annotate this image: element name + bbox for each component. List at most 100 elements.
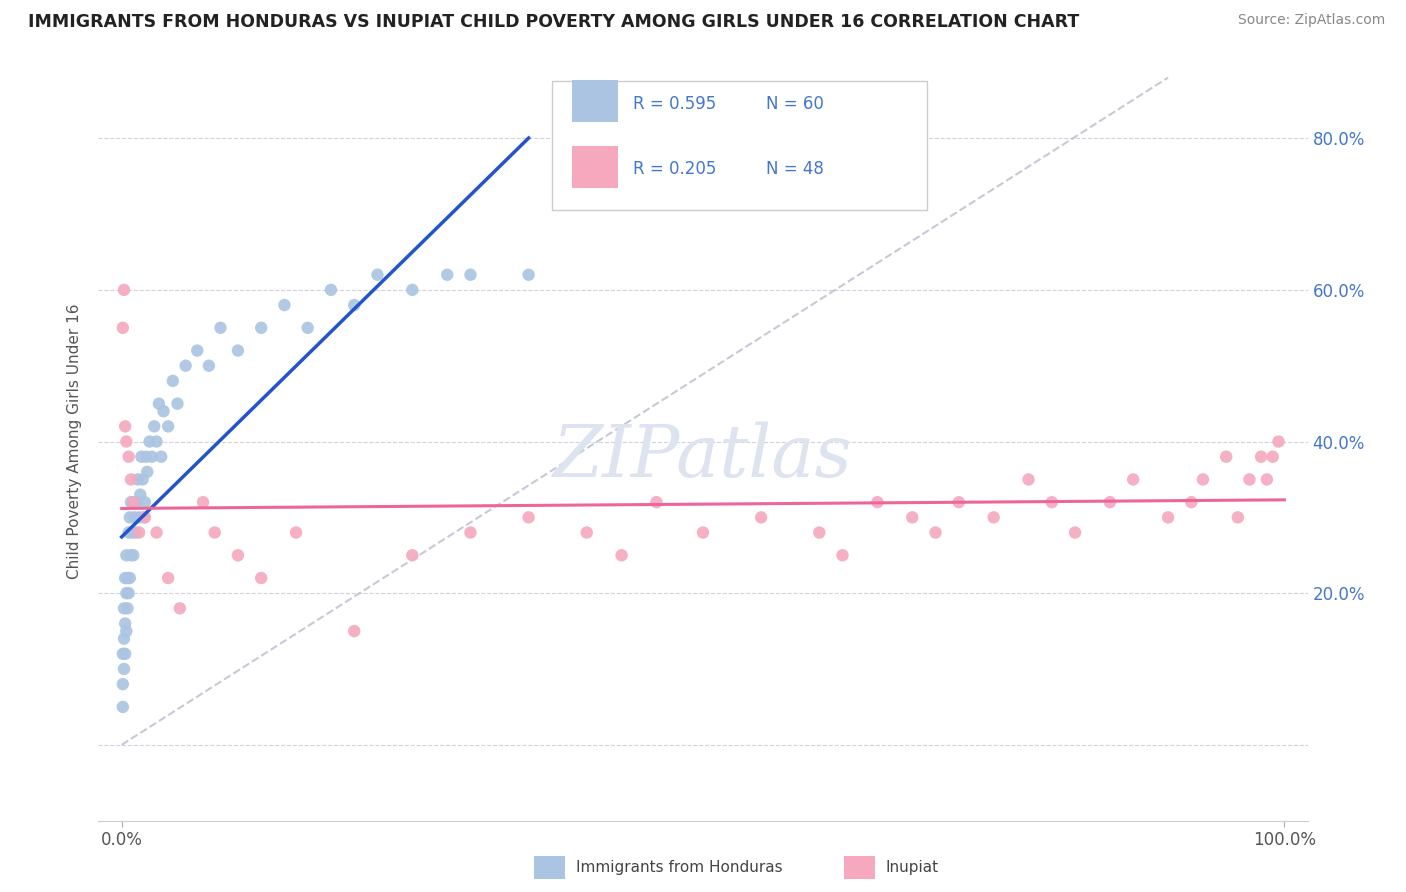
Point	[141, 450, 163, 464]
Point	[1040, 495, 1063, 509]
Point	[1192, 473, 1215, 487]
Point	[575, 525, 598, 540]
Text: N = 48: N = 48	[766, 160, 824, 178]
Point	[343, 298, 366, 312]
Point	[1261, 450, 1284, 464]
Point	[250, 320, 273, 334]
Point	[169, 601, 191, 615]
Point	[1215, 450, 1237, 464]
Point	[645, 495, 668, 509]
Text: R = 0.205: R = 0.205	[633, 160, 716, 178]
Point	[148, 396, 170, 410]
Point	[145, 525, 167, 540]
Point	[749, 510, 772, 524]
Point	[122, 495, 145, 509]
Point	[297, 320, 319, 334]
Y-axis label: Child Poverty Among Girls Under 16: Child Poverty Among Girls Under 16	[67, 304, 83, 579]
Point	[115, 624, 138, 639]
Point	[122, 548, 145, 563]
Point	[124, 525, 146, 540]
Point	[112, 632, 135, 646]
Point	[226, 343, 249, 358]
Point	[118, 586, 141, 600]
Text: Immigrants from Honduras: Immigrants from Honduras	[576, 861, 783, 875]
Point	[135, 450, 157, 464]
Point	[1256, 473, 1278, 487]
Point	[120, 548, 142, 563]
Text: N = 60: N = 60	[766, 95, 824, 113]
Point	[692, 525, 714, 540]
Point	[273, 298, 295, 312]
Point	[401, 548, 423, 563]
Point	[138, 434, 160, 449]
Point	[1267, 434, 1289, 449]
Point	[924, 525, 946, 540]
Point	[118, 525, 141, 540]
Point	[948, 495, 970, 509]
Point	[134, 510, 156, 524]
Point	[1250, 450, 1272, 464]
Point	[285, 525, 308, 540]
Point	[111, 320, 134, 334]
Point	[162, 374, 184, 388]
Point	[111, 647, 134, 661]
Point	[118, 450, 141, 464]
Point	[198, 359, 221, 373]
Point	[117, 571, 139, 585]
Point	[121, 525, 143, 540]
Point	[112, 662, 135, 676]
Point	[152, 404, 174, 418]
Point	[517, 268, 540, 282]
Point	[436, 268, 458, 282]
Point	[115, 548, 138, 563]
Point	[111, 677, 134, 691]
Point	[831, 548, 853, 563]
Point	[209, 320, 232, 334]
Point	[1018, 473, 1040, 487]
Point	[134, 495, 156, 509]
Point	[120, 495, 142, 509]
Point	[1239, 473, 1261, 487]
Point	[901, 510, 924, 524]
Point	[114, 571, 136, 585]
Text: Source: ZipAtlas.com: Source: ZipAtlas.com	[1237, 13, 1385, 28]
Point	[112, 283, 135, 297]
Point	[157, 419, 180, 434]
Point	[114, 419, 136, 434]
Point	[1098, 495, 1121, 509]
Point	[122, 495, 145, 509]
Point	[114, 616, 136, 631]
Point	[401, 283, 423, 297]
Point	[191, 495, 214, 509]
Point	[460, 525, 482, 540]
Point	[174, 359, 197, 373]
Point	[808, 525, 831, 540]
Point	[610, 548, 633, 563]
Point	[131, 473, 153, 487]
Point	[186, 343, 208, 358]
Point	[120, 473, 142, 487]
Point	[115, 586, 138, 600]
Bar	[572, 145, 619, 187]
Point	[1122, 473, 1144, 487]
Point	[129, 487, 152, 501]
Point	[132, 510, 155, 524]
Point	[136, 465, 159, 479]
Point	[127, 473, 149, 487]
Point	[1157, 510, 1180, 524]
Point	[1226, 510, 1249, 524]
Point	[118, 571, 141, 585]
Point	[1180, 495, 1202, 509]
Point	[125, 495, 148, 509]
Point	[517, 510, 540, 524]
Point	[157, 571, 180, 585]
Point	[1064, 525, 1087, 540]
Point	[145, 434, 167, 449]
Text: IMMIGRANTS FROM HONDURAS VS INUPIAT CHILD POVERTY AMONG GIRLS UNDER 16 CORRELATI: IMMIGRANTS FROM HONDURAS VS INUPIAT CHIL…	[28, 13, 1080, 31]
Point	[250, 571, 273, 585]
Point	[115, 434, 138, 449]
Text: Inupiat: Inupiat	[886, 861, 939, 875]
Point	[319, 283, 342, 297]
Point	[128, 525, 150, 540]
Point	[118, 510, 141, 524]
